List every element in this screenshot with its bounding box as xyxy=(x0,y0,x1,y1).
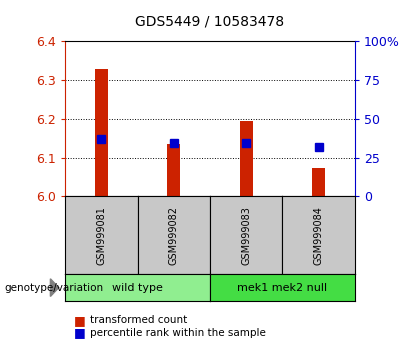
Polygon shape xyxy=(50,279,59,296)
Text: GDS5449 / 10583478: GDS5449 / 10583478 xyxy=(135,14,285,28)
Text: transformed count: transformed count xyxy=(90,315,188,325)
Text: wild type: wild type xyxy=(112,282,163,293)
Text: GSM999082: GSM999082 xyxy=(169,206,179,265)
Text: mek1 mek2 null: mek1 mek2 null xyxy=(237,282,328,293)
Text: GSM999081: GSM999081 xyxy=(96,206,106,265)
Text: GSM999084: GSM999084 xyxy=(314,206,324,265)
Text: ■: ■ xyxy=(74,314,85,327)
Text: ■: ■ xyxy=(74,326,85,339)
Bar xyxy=(312,169,325,196)
Bar xyxy=(95,69,108,196)
Text: GSM999083: GSM999083 xyxy=(241,206,251,265)
Text: genotype/variation: genotype/variation xyxy=(4,282,103,293)
Text: percentile rank within the sample: percentile rank within the sample xyxy=(90,328,266,338)
Bar xyxy=(167,144,180,196)
Bar xyxy=(240,120,253,196)
